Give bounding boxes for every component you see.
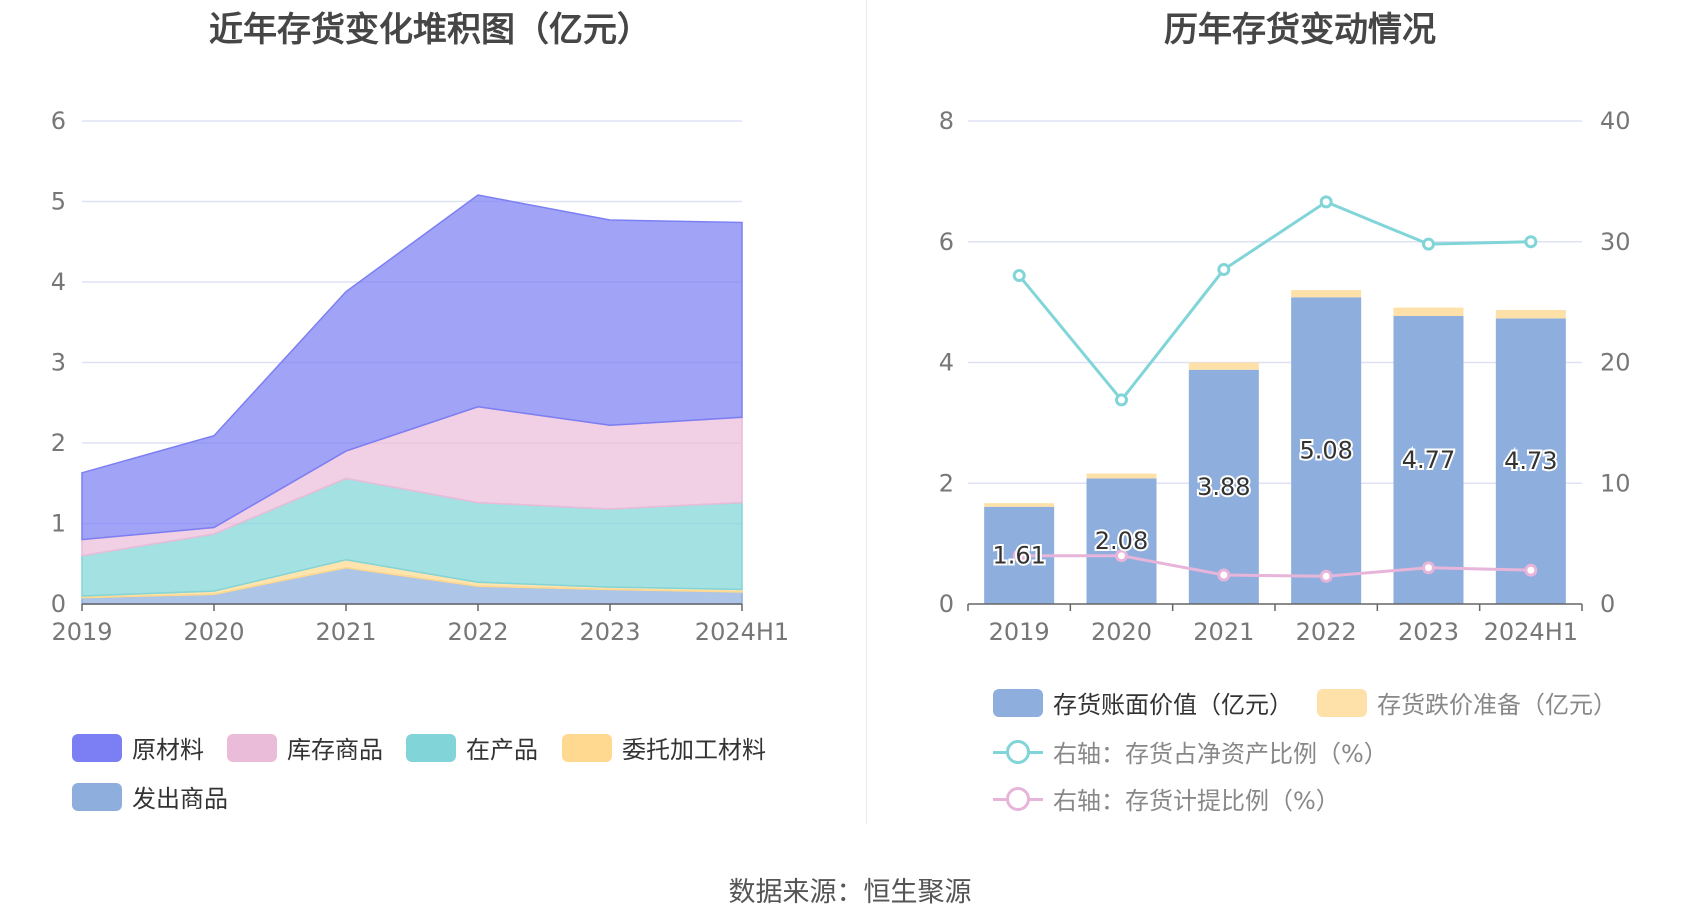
bar-impairment (1188, 362, 1259, 370)
right-bar-line-chart: 0 2 4 6 8 0 10 20 30 40 2019 2020 2021 2022 2023 2024H1… (939, 107, 1631, 646)
y-tick-label: 4 (51, 268, 66, 296)
x-tick-label: 2020 (1091, 618, 1152, 646)
bar-value-label: 3.88 (1197, 473, 1250, 501)
bar-book-value (1188, 369, 1259, 604)
line-point (1012, 549, 1026, 563)
bar-impairment (984, 503, 1055, 507)
y-tick-label: 6 (51, 107, 66, 135)
x-tick-label: 2019 (989, 618, 1050, 646)
legend-item-goods-shipped[interactable]: 发出商品 (72, 779, 228, 814)
bar-value-label: 4.77 (1402, 446, 1455, 474)
x-tick-label: 2022 (1296, 618, 1357, 646)
area-原材料 (81, 194, 743, 541)
legend-label: 原材料 (132, 736, 204, 764)
x-tick-label: 2021 (1193, 618, 1254, 646)
line-point (1422, 237, 1435, 251)
y-tick-label: 3 (51, 349, 66, 377)
line-point (1217, 263, 1231, 277)
line-右轴：存货占净资产比例（%） (1018, 200, 1531, 403)
y-tick-label: 0 (51, 590, 66, 618)
data-source: 数据来源：恒生聚源 (728, 877, 972, 908)
y-right-tick-label: 0 (1600, 590, 1615, 618)
legend-label: 右轴：存货占净资产比例（%） (1053, 740, 1388, 768)
x-tick-label: 2024H1 (695, 618, 789, 646)
y-left-tick-label: 4 (939, 349, 954, 377)
bar-book-value (1086, 478, 1157, 604)
y-left-tick-label: 6 (939, 228, 954, 256)
legend-item-wip[interactable]: 在产品 (406, 730, 538, 765)
legend-swatch (227, 733, 277, 762)
legend-label: 库存商品 (287, 736, 383, 764)
legend-swatch (993, 688, 1043, 717)
bar-impairment (1495, 309, 1566, 319)
x-tick-label: 2019 (51, 618, 112, 646)
x-tick-label: 2020 (183, 618, 244, 646)
y-tick-label: 1 (51, 510, 66, 538)
line-point (1217, 568, 1231, 582)
x-tick-label: 2023 (579, 618, 640, 646)
legend-item-finished-goods[interactable]: 库存商品 (227, 730, 383, 765)
y-left-tick-label: 8 (939, 107, 954, 135)
line-右轴：存货计提比例（%） (1019, 554, 1531, 578)
y-left-tick-label: 0 (939, 590, 954, 618)
bar-impairment (1291, 290, 1362, 298)
line-point (1422, 561, 1435, 575)
bar-value-label: 5.08 (1299, 437, 1352, 465)
line-point (1115, 393, 1128, 407)
legend-item-provision-ratio[interactable]: 右轴：存货计提比例（%） (993, 781, 1340, 816)
bar-book-value (1291, 297, 1362, 604)
legend-label: 存货跌价准备（亿元） (1377, 691, 1617, 719)
legend-label: 存货账面价值（亿元） (1053, 691, 1293, 719)
bar-value-label: 1.61 (992, 541, 1045, 569)
legend-line-swatch (993, 738, 1043, 766)
legend-item-book-value[interactable]: 存货账面价值（亿元） (993, 685, 1293, 720)
line-point (1524, 563, 1538, 577)
line-point (1012, 269, 1026, 283)
bar-value-label: 4.73 (1504, 447, 1557, 475)
y-left-tick-label: 2 (939, 469, 954, 497)
legend-swatch (1317, 688, 1367, 717)
legend-swatch (406, 733, 456, 762)
right-chart-title: 历年存货变动情况 (1164, 10, 1436, 50)
legend-swatch (562, 733, 612, 762)
x-tick-label: 2024H1 (1484, 618, 1578, 646)
legend-label: 在产品 (466, 736, 538, 764)
legend-item-ratio-net-assets[interactable]: 右轴：存货占净资产比例（%） (993, 734, 1388, 769)
y-tick-label: 5 (51, 188, 66, 216)
line-point (1319, 569, 1333, 583)
bar-impairment (1086, 473, 1157, 479)
bar-impairment (1393, 307, 1464, 317)
x-tick-label: 2021 (315, 618, 376, 646)
bar-book-value (1495, 318, 1566, 604)
left-chart-title: 近年存货变化堆积图（亿元） (209, 10, 651, 50)
legend-label: 右轴：存货计提比例（%） (1053, 787, 1340, 815)
legend-swatch (72, 733, 122, 762)
x-tick-label: 2022 (447, 618, 508, 646)
line-point (1319, 195, 1333, 209)
line-point (1115, 549, 1128, 563)
legend-line-swatch (993, 785, 1043, 813)
panel-divider (866, 0, 867, 824)
legend-swatch (72, 782, 122, 811)
y-right-tick-label: 20 (1600, 349, 1631, 377)
y-right-tick-label: 40 (1600, 107, 1631, 135)
x-tick-label: 2023 (1398, 618, 1459, 646)
legend-item-raw-materials[interactable]: 原材料 (72, 730, 204, 765)
legend-label: 委托加工材料 (622, 736, 766, 764)
legend-item-consigned-materials[interactable]: 委托加工材料 (562, 730, 766, 765)
y-tick-label: 2 (51, 429, 66, 457)
bar-value-label: 2.08 (1095, 527, 1148, 555)
bar-book-value (1393, 316, 1464, 604)
y-right-tick-label: 30 (1600, 228, 1631, 256)
left-stacked-area-chart: 0 1 2 3 4 5 6 2019 2020 2021 2022 2023 2024H1 (51, 107, 789, 646)
legend-label: 发出商品 (132, 785, 228, 813)
legend-item-impairment[interactable]: 存货跌价准备（亿元） (1317, 685, 1617, 720)
line-point (1524, 235, 1538, 249)
y-right-tick-label: 10 (1600, 469, 1631, 497)
